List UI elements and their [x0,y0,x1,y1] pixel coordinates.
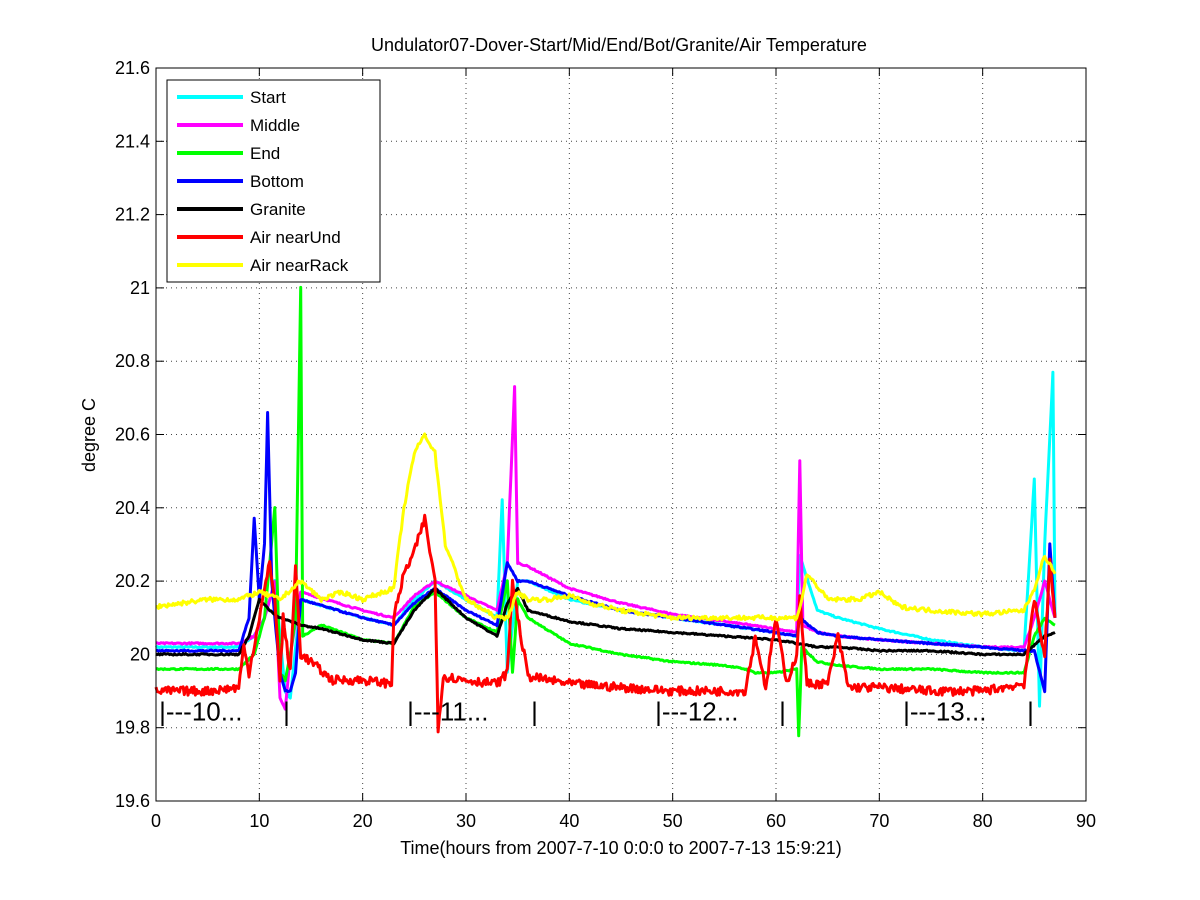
day-marker: |---11... [407,696,488,726]
x-tick-label: 50 [663,811,683,831]
legend-entry: Bottom [250,172,304,191]
legend: Start Middle End Bottom Granite Air nearUnd Ai… [166,79,381,283]
x-tick-label: 30 [456,811,476,831]
x-tick-label: 70 [869,811,889,831]
y-tick-label: 21.2 [115,205,150,225]
series-line-air-nearrack [155,432,1057,622]
x-tick-label: 40 [559,811,579,831]
legend-entry: Middle [250,116,300,135]
x-axis-label: Time(hours from 2007-7-10 0:0:0 to 2007-… [400,838,842,858]
y-tick-label: 19.6 [115,791,150,811]
x-tick-label: 10 [249,811,269,831]
y-tick-label: 21 [130,278,150,298]
y-tick-label: 21.4 [115,131,150,151]
x-tick-label: 80 [973,811,993,831]
chart-title: Undulator07-Dover-Start/Mid/End/Bot/Gran… [371,35,867,55]
y-tick-label: 19.8 [115,718,150,738]
legend-entry: End [250,144,280,163]
series-line-granite [155,586,1056,657]
y-axis-label: degree C [79,398,99,472]
legend-entry: Granite [250,200,306,219]
x-tick-label: 90 [1076,811,1096,831]
y-tick-label: 20.4 [115,498,150,518]
day-marker: |---13... [903,696,986,726]
day-marker: |---12... [655,696,738,726]
x-tick-label: 0 [151,811,161,831]
day-marker: | [531,696,538,726]
day-marker: |---10... [159,696,242,726]
y-tick-label: 20 [130,644,150,664]
x-tick-label: 20 [353,811,373,831]
legend-entry: Air nearUnd [250,228,341,247]
y-tick-label: 20.2 [115,571,150,591]
series-line-end [155,285,1056,738]
y-tick-label: 21.6 [115,58,150,78]
legend-entry: Start [250,88,286,107]
day-marker: | [779,696,786,726]
y-tick-label: 20.8 [115,351,150,371]
day-marker: | [1027,696,1034,726]
legend-entry: Air nearRack [250,256,349,275]
day-marker: | [283,696,290,726]
y-tick-label: 20.6 [115,425,150,445]
series-line-air-nearund [154,513,1057,734]
x-tick-label: 60 [766,811,786,831]
